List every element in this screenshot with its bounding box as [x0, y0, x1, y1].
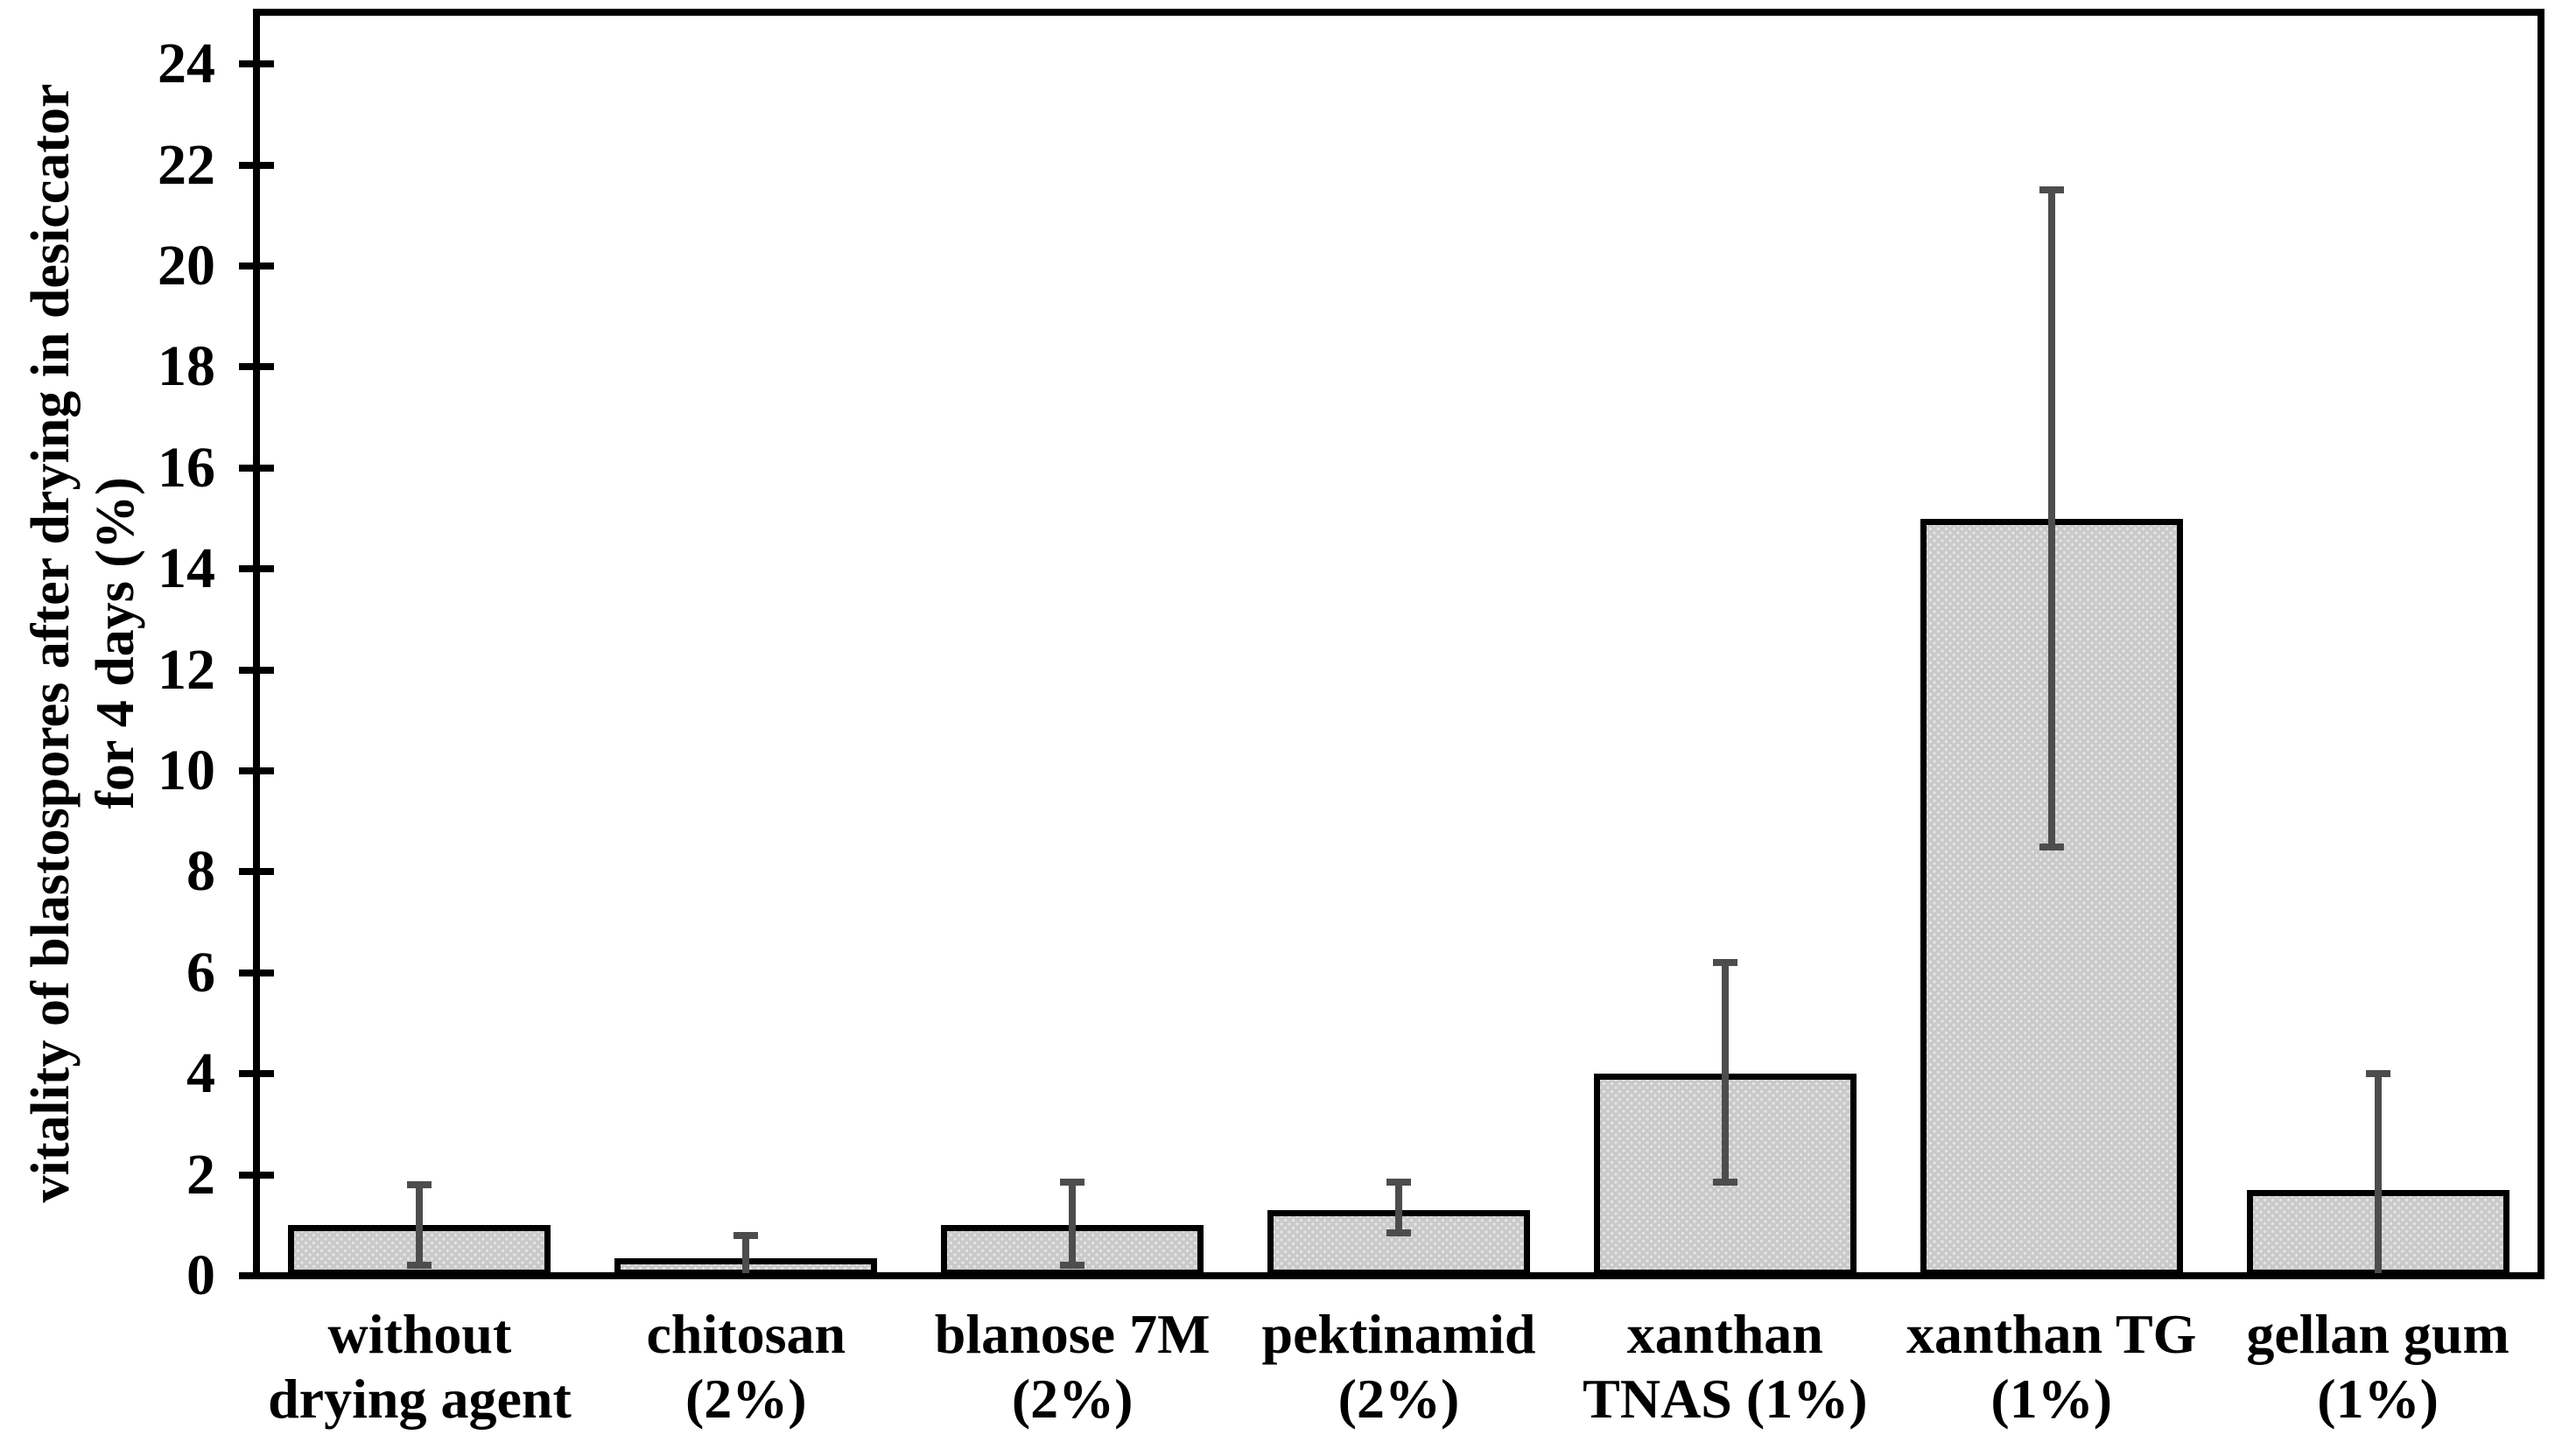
x-label-chitosan-2-line1: chitosan — [646, 1303, 846, 1365]
x-label-without-drying-agent-line1: without — [327, 1303, 512, 1365]
y-tick-label-12: 12 — [158, 637, 215, 702]
error-bar-bottom-cap-without-drying-agent — [407, 1262, 432, 1270]
y-tick-2 — [239, 1171, 274, 1179]
error-bar-top-cap-blanose-7m-2 — [1060, 1179, 1085, 1186]
error-bar-bottom-cap-xanthan-tnas-1 — [1712, 1179, 1737, 1186]
y-tick-10 — [239, 767, 274, 774]
y-tick-label-16: 16 — [158, 435, 215, 500]
x-label-xanthan-tg-1-line2: (1%) — [1990, 1368, 2113, 1430]
x-label-xanthan-tnas-1: xanthan TNAS (1%) — [1562, 1302, 1888, 1432]
y-tick-16 — [239, 464, 274, 472]
x-label-chitosan-2-line2: (2%) — [684, 1368, 807, 1430]
x-label-pektinamid-2: pektinamid (2%) — [1236, 1302, 1562, 1432]
plot-area-frame — [253, 9, 2544, 1279]
x-label-chitosan-2: chitosan (2%) — [583, 1302, 909, 1432]
y-tick-label-14: 14 — [158, 536, 215, 601]
y-tick-18 — [239, 363, 274, 371]
x-label-blanose-7m-2-line1: blanose 7M — [934, 1303, 1211, 1365]
x-label-blanose-7m-2: blanose 7M (2%) — [909, 1302, 1236, 1432]
y-tick-label-0: 0 — [186, 1243, 215, 1307]
x-label-xanthan-tnas-1-line1: xanthan — [1626, 1303, 1823, 1365]
error-bar-xanthan-tg-1 — [2047, 190, 2055, 847]
y-tick-label-6: 6 — [186, 940, 215, 1004]
x-label-pektinamid-2-line1: pektinamid — [1261, 1303, 1536, 1365]
error-bar-chitosan-2 — [742, 1235, 750, 1273]
x-label-gellan-gum-1: gellan gum (1%) — [2215, 1302, 2541, 1432]
y-tick-label-22: 22 — [158, 132, 215, 197]
error-bar-gellan-gum-1 — [2374, 1074, 2382, 1273]
error-bar-top-cap-xanthan-tg-1 — [2039, 186, 2064, 194]
y-tick-label-8: 8 — [186, 839, 215, 904]
x-label-without-drying-agent-line2: drying agent — [268, 1368, 572, 1430]
x-label-blanose-7m-2-line2: (2%) — [1011, 1368, 1134, 1430]
y-tick-20 — [239, 262, 274, 270]
x-label-xanthan-tnas-1-line2: TNAS (1%) — [1583, 1368, 1868, 1430]
y-tick-4 — [239, 1070, 274, 1078]
x-label-xanthan-tg-1-line1: xanthan TG — [1906, 1303, 2197, 1365]
x-label-pektinamid-2-line2: (2%) — [1337, 1368, 1460, 1430]
y-tick-label-2: 2 — [186, 1142, 215, 1207]
error-bar-bottom-cap-xanthan-tg-1 — [2039, 843, 2064, 850]
error-bar-bottom-cap-blanose-7m-2 — [1060, 1262, 1085, 1270]
error-bar-pektinamid-2 — [1395, 1182, 1402, 1233]
y-tick-0 — [239, 1272, 274, 1279]
y-tick-12 — [239, 666, 274, 674]
y-tick-label-20: 20 — [158, 234, 215, 298]
x-label-gellan-gum-1-line2: (1%) — [2317, 1368, 2439, 1430]
y-tick-14 — [239, 565, 274, 573]
error-bar-bottom-cap-pektinamid-2 — [1386, 1228, 1411, 1236]
error-bar-xanthan-tnas-1 — [1721, 962, 1729, 1183]
error-bar-top-cap-without-drying-agent — [407, 1181, 432, 1189]
error-bar-top-cap-pektinamid-2 — [1386, 1179, 1411, 1186]
y-tick-6 — [239, 969, 274, 976]
error-bar-without-drying-agent — [416, 1185, 424, 1266]
y-tick-label-4: 4 — [186, 1041, 215, 1106]
y-tick-24 — [239, 60, 274, 68]
y-tick-label-18: 18 — [158, 334, 215, 399]
x-label-xanthan-tg-1: xanthan TG (1%) — [1888, 1302, 2215, 1432]
y-tick-label-10: 10 — [158, 738, 215, 802]
x-label-without-drying-agent: without drying agent — [256, 1302, 583, 1432]
error-bar-top-cap-chitosan-2 — [734, 1231, 759, 1239]
y-tick-8 — [239, 868, 274, 876]
error-bar-blanose-7m-2 — [1069, 1182, 1077, 1266]
y-tick-label-24: 24 — [158, 32, 215, 96]
error-bar-top-cap-gellan-gum-1 — [2365, 1070, 2390, 1078]
y-tick-22 — [239, 161, 274, 169]
x-label-gellan-gum-1-line1: gellan gum — [2246, 1303, 2509, 1365]
error-bar-top-cap-xanthan-tnas-1 — [1712, 959, 1737, 967]
